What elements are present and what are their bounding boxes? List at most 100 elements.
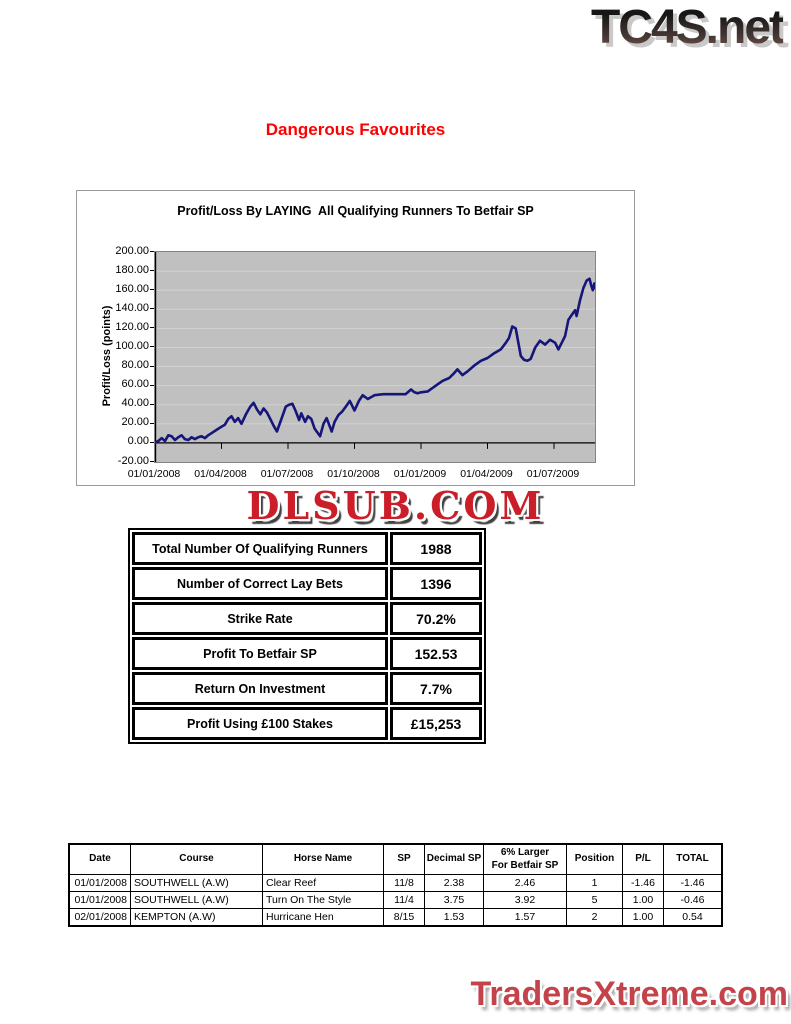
chart-title: Profit/Loss By LAYING All Qualifying Run… bbox=[177, 204, 534, 218]
y-tick-mark bbox=[150, 289, 155, 291]
table-cell: -0.46 bbox=[663, 891, 723, 909]
y-tick-mark bbox=[150, 403, 155, 405]
y-tick-mark bbox=[150, 365, 155, 367]
y-tick-mark bbox=[150, 251, 155, 252]
table-cell: 11/4 bbox=[383, 891, 425, 909]
x-tick-label: 01/04/2008 bbox=[194, 468, 247, 480]
x-tick-label: 01/07/2008 bbox=[260, 468, 314, 480]
table-cell: 2 bbox=[566, 908, 623, 927]
y-tick-label: 180.00 bbox=[115, 263, 149, 276]
stats-label: Return On Investment bbox=[132, 672, 388, 705]
table-cell: 1.53 bbox=[424, 908, 484, 927]
column-header: Decimal SP bbox=[424, 843, 484, 875]
table-cell: 1.57 bbox=[483, 908, 567, 927]
y-tick-label: 140.00 bbox=[115, 301, 149, 314]
qualifying-runners-table: Date Course Horse Name SP Decimal SP 6% Large… bbox=[68, 843, 723, 927]
table-cell: Clear Reef bbox=[262, 874, 384, 892]
page-title: Dangerous Favourites bbox=[265, 120, 446, 139]
y-tick-mark bbox=[150, 346, 155, 348]
profit-loss-chart: Profit/Loss By LAYING All Qualifying Run… bbox=[76, 190, 635, 486]
table-cell: 1.00 bbox=[622, 908, 664, 927]
table-cell: -1.46 bbox=[663, 874, 723, 892]
table-cell: 2.38 bbox=[424, 874, 484, 892]
stats-value: 152.53 bbox=[390, 637, 482, 670]
dlsub-watermark: DLSUB.COM bbox=[246, 483, 545, 528]
stats-value: £15,253 bbox=[390, 707, 482, 740]
table-cell: 1.00 bbox=[622, 891, 664, 909]
summary-stats-table: Total Number Of Qualifying Runners 1988 Nu… bbox=[128, 528, 486, 744]
y-tick-label: 40.00 bbox=[121, 397, 149, 410]
stats-value: 7.7% bbox=[390, 672, 482, 705]
stats-label: Number of Correct Lay Bets bbox=[132, 567, 388, 600]
x-tick-label: 01/10/2008 bbox=[327, 468, 380, 480]
y-tick-label: 120.00 bbox=[115, 320, 149, 333]
tradersxtreme-logo: TradersXtreme.com bbox=[470, 975, 789, 1013]
table-cell: 3.75 bbox=[424, 891, 484, 909]
column-header: 6% Larger For Betfair SP bbox=[483, 843, 567, 875]
stats-label: Strike Rate bbox=[132, 602, 388, 635]
stats-row: Number of Correct Lay Bets 1396 bbox=[132, 567, 482, 600]
stats-label: Profit To Betfair SP bbox=[132, 637, 388, 670]
table-cell: 01/01/2008 bbox=[68, 891, 131, 909]
table-cell: 1 bbox=[566, 874, 623, 892]
stats-row: Total Number Of Qualifying Runners 1988 bbox=[132, 532, 482, 565]
table-cell: 8/15 bbox=[383, 908, 425, 927]
stats-label: Profit Using £100 Stakes bbox=[132, 707, 388, 740]
column-header: Course bbox=[130, 843, 263, 875]
stats-value: 1396 bbox=[390, 567, 482, 600]
table-cell: 0.54 bbox=[663, 908, 723, 927]
table-cell: SOUTHWELL (A.W) bbox=[130, 891, 263, 909]
tc4s-logo-text: TC4S.net bbox=[590, 1, 785, 54]
x-tick-label: 01/01/2008 bbox=[127, 468, 181, 480]
table-cell: -1.46 bbox=[622, 874, 664, 892]
column-header: SP bbox=[383, 843, 425, 875]
stats-row: Profit Using £100 Stakes £15,253 bbox=[132, 707, 482, 740]
y-tick-label: 100.00 bbox=[115, 339, 149, 352]
column-header: Date bbox=[68, 843, 131, 875]
table-cell: 5 bbox=[566, 891, 623, 909]
plot-area bbox=[154, 251, 596, 463]
x-tick-label: 01/01/2009 bbox=[393, 468, 447, 480]
y-tick-mark bbox=[150, 441, 155, 443]
table-row: 01/01/2008 SOUTHWELL (A.W) Turn On The Sty… bbox=[68, 891, 723, 909]
y-tick-mark bbox=[150, 270, 155, 272]
tc4s-logo-shadow: TC4S.net bbox=[595, 4, 789, 59]
stats-row: Strike Rate 70.2% bbox=[132, 602, 482, 635]
table-cell: 11/8 bbox=[383, 874, 425, 892]
stats-value: 1988 bbox=[390, 532, 482, 565]
stats-row: Profit To Betfair SP 152.53 bbox=[132, 637, 482, 670]
y-tick-label: 80.00 bbox=[121, 359, 149, 372]
y-tick-mark bbox=[150, 422, 155, 424]
table-cell: 3.92 bbox=[483, 891, 567, 909]
y-tick-label: 0.00 bbox=[127, 435, 149, 448]
y-tick-mark bbox=[150, 461, 155, 462]
y-tick-label: 200.00 bbox=[115, 244, 149, 257]
tc4s-logo: TC4S.net TC4S.net bbox=[590, 0, 789, 58]
y-tick-label: -20.00 bbox=[117, 454, 149, 467]
results-header-row: Date Course Horse Name SP Decimal SP 6% Large… bbox=[68, 843, 723, 875]
table-cell: Hurricane Hen bbox=[262, 908, 384, 927]
stats-row: Return On Investment 7.7% bbox=[132, 672, 482, 705]
y-tick-mark bbox=[150, 327, 155, 329]
y-tick-label: 20.00 bbox=[121, 416, 149, 429]
profit-line-svg bbox=[155, 252, 595, 462]
column-header: Horse Name bbox=[262, 843, 384, 875]
y-tick-mark bbox=[150, 308, 155, 310]
table-cell: 01/01/2008 bbox=[68, 874, 131, 892]
x-tick-label: 01/07/2009 bbox=[526, 468, 580, 480]
stats-value: 70.2% bbox=[390, 602, 482, 635]
table-cell: Turn On The Style bbox=[262, 891, 384, 909]
table-cell: SOUTHWELL (A.W) bbox=[130, 874, 263, 892]
table-cell: 02/01/2008 bbox=[68, 908, 131, 927]
table-row: 02/01/2008 KEMPTON (A.W) Hurricane Hen 8/15… bbox=[68, 908, 723, 927]
y-tick-label: 60.00 bbox=[121, 378, 149, 391]
column-header: P/L bbox=[622, 843, 664, 875]
table-cell: 2.46 bbox=[483, 874, 567, 892]
stats-label: Total Number Of Qualifying Runners bbox=[132, 532, 388, 565]
table-cell: KEMPTON (A.W) bbox=[130, 908, 263, 927]
x-tick-label: 01/04/2009 bbox=[460, 468, 513, 480]
table-row: 01/01/2008 SOUTHWELL (A.W) Clear Reef 11/8 2… bbox=[68, 874, 723, 892]
profit-loss-line bbox=[155, 277, 595, 445]
column-header: Position bbox=[566, 843, 623, 875]
